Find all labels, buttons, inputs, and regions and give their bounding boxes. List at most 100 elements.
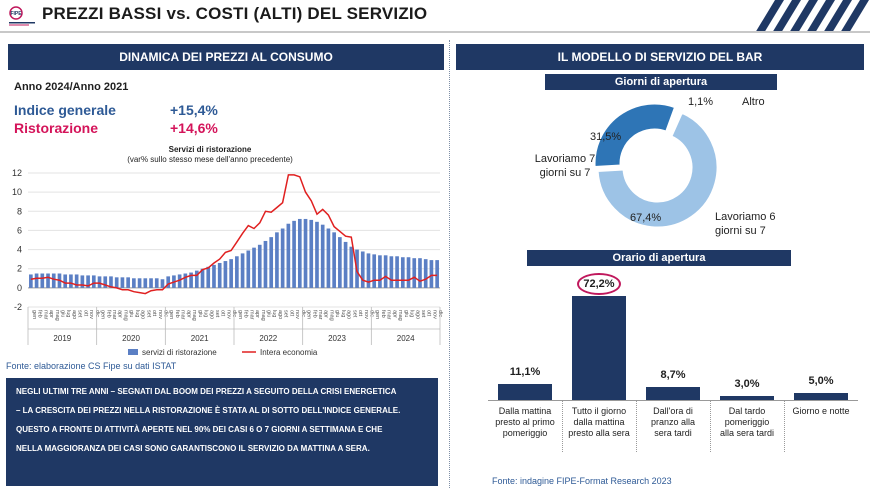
month-tick-label: ago [208, 310, 214, 319]
year-label: 2020 [122, 334, 140, 343]
month-tick-label: set [283, 310, 289, 318]
category-separator [784, 400, 785, 452]
month-tick-label: feb [243, 310, 249, 318]
ristorazione-bar [292, 220, 296, 288]
orario-category-label: Dal tardo pomeriggio alla sera tardi [710, 406, 784, 439]
slice-label-7-giorni: Lavoriamo 7 giorni su 7 [534, 153, 596, 179]
ristorazione-bar [280, 228, 285, 288]
month-tick-label: mar [180, 310, 186, 320]
category-line: Dal tardo [728, 406, 766, 416]
bar-axis [488, 400, 858, 401]
month-tick-label: nov [157, 310, 163, 319]
month-tick-label: lug [65, 310, 71, 317]
month-tick-label: gen [168, 310, 174, 319]
category-line: Dalla mattina [498, 406, 552, 416]
month-tick-label: gen [374, 310, 380, 319]
month-tick-label: ott [426, 310, 432, 317]
month-tick-label: mag [54, 310, 60, 321]
orario-bar [793, 392, 849, 400]
month-tick-label: apr [254, 310, 260, 318]
ristorazione-bar [109, 276, 113, 288]
month-tick-label: apr [48, 310, 54, 318]
ristorazione-bar [212, 264, 216, 288]
month-tick-label: nov [225, 310, 231, 319]
ristorazione-bar [423, 259, 428, 288]
month-tick-label: feb [311, 310, 317, 318]
month-tick-label: giu [128, 310, 134, 317]
slice-label-6-giorni: Lavoriamo 6 giorni su 7 [715, 211, 776, 237]
ristorazione-bar [154, 278, 159, 288]
ristorazione-bar [235, 256, 239, 288]
month-tick-label: nov [88, 310, 94, 319]
month-tick-label: giu [403, 310, 409, 317]
highlight-ring [577, 273, 621, 295]
header-divider [0, 31, 870, 33]
month-tick-label: set [351, 310, 357, 318]
ristorazione-bar [91, 275, 96, 288]
ristorazione-bar [257, 244, 262, 288]
line-chart-title: Servizi di ristorazione [168, 145, 252, 154]
month-tick-label: lug [203, 310, 209, 317]
note-line: NEGLI ULTIMI TRE ANNI – SEGNATI DAL BOOM… [16, 387, 397, 396]
month-tick-label: mag [397, 310, 403, 321]
ristorazione-bar [338, 237, 342, 288]
ristorazione-value: +14,6% [170, 120, 218, 136]
ristorazione-bar [309, 219, 314, 288]
month-tick-label: mar [248, 310, 254, 320]
month-tick-label: lug [134, 310, 140, 317]
indice-generale-value: +15,4% [170, 102, 218, 118]
category-line: Tutto il giorno [571, 406, 627, 416]
month-tick-label: mar [111, 310, 117, 320]
ristorazione-bar [372, 254, 377, 288]
ristorazione-bar [177, 274, 182, 288]
ristorazione-bar [275, 232, 279, 288]
ristorazione-bar [406, 257, 411, 288]
month-tick-label: mag [191, 310, 197, 321]
orario-bar [645, 387, 701, 400]
intera-economia-line [30, 174, 438, 295]
giorni-apertura-title: Giorni di apertura [545, 74, 777, 90]
ristorazione-bar [86, 275, 90, 288]
category-line: pomeriggio [724, 417, 770, 427]
giorni-donut [593, 102, 719, 229]
note-line: – LA CRESCITA DEI PREZZI NELLA RISTORAZI… [16, 406, 401, 415]
month-tick-label: ott [357, 310, 363, 317]
orario-category-label: Dall'ora di pranzo alla sera tardi [636, 406, 710, 439]
ristorazione-bar [189, 272, 193, 288]
ristorazione-bar [183, 273, 188, 288]
note-line: NELLA MAGGIORANZA DEI CASI SONO GARANTIS… [16, 444, 370, 453]
ristorazione-bar [263, 240, 268, 288]
ristorazione-bar [120, 277, 125, 288]
period-label: Anno 2024/Anno 2021 [14, 81, 129, 93]
month-tick-label: apr [117, 310, 123, 318]
ristorazione-bar [360, 251, 365, 288]
month-tick-label: gen [31, 310, 37, 319]
month-tick-label: feb [174, 310, 180, 318]
right-source: Fonte: indagine FIPE-Format Research 202… [492, 476, 672, 486]
y-tick-label: -2 [14, 302, 22, 312]
month-tick-label: ago [346, 310, 352, 319]
month-tick-label: lug [271, 310, 277, 317]
legend-swatch-ristorazione [128, 349, 138, 355]
month-tick-label: mar [386, 310, 392, 320]
month-tick-label: ott [82, 310, 88, 317]
ristorazione-bar [143, 278, 148, 288]
ristorazione-bar [240, 253, 245, 288]
category-line: Dall'ora di [653, 406, 693, 416]
ristorazione-bar [149, 278, 153, 288]
header-stripes [755, 0, 869, 33]
category-line: pranzo alla [650, 417, 696, 427]
category-line: presto alla sera [568, 428, 630, 438]
orario-category-label: Dalla mattina presto al primo pomeriggio [488, 406, 562, 439]
orario-bar [719, 395, 775, 400]
category-separator [636, 400, 637, 452]
ristorazione-bar [297, 218, 302, 288]
orario-bar-value: 8,7% [660, 369, 686, 382]
ristorazione-bar [383, 255, 388, 288]
month-tick-label: mag [260, 310, 266, 321]
panel-separator [449, 40, 450, 488]
ristorazione-bar [429, 260, 434, 288]
ristorazione-bar [269, 237, 274, 288]
logo-text: FIPE [10, 11, 22, 17]
